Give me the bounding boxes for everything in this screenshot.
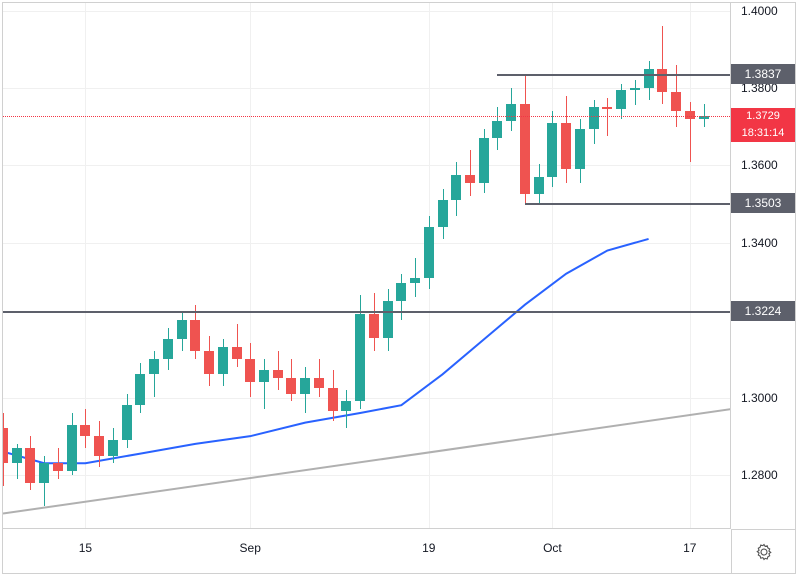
candle-body <box>369 314 379 337</box>
y-tick-label: 1.2800 <box>741 468 778 482</box>
candle-body <box>616 90 626 109</box>
x-tick-label: Oct <box>543 541 562 555</box>
level-label: 1.3837 <box>731 64 795 84</box>
candle-body <box>259 370 269 382</box>
candle-body <box>12 448 22 463</box>
candle-body <box>245 359 255 382</box>
chart-frame: 1.40001.38001.36001.34001.32241.30001.28… <box>2 2 796 574</box>
candle-body <box>520 104 530 195</box>
candle-body <box>492 121 502 138</box>
current-price-line <box>3 116 730 117</box>
grid-line-v <box>552 3 553 528</box>
y-tick-label: 1.3600 <box>741 158 778 172</box>
x-tick-label: 17 <box>683 541 696 555</box>
candle-wick <box>264 359 265 409</box>
candle-body <box>561 123 571 169</box>
candle-body <box>177 320 187 339</box>
candle-body <box>218 347 228 374</box>
candle-body <box>424 227 434 277</box>
candle-body <box>204 351 214 374</box>
plot-area[interactable] <box>3 3 731 529</box>
candle-body <box>465 175 475 183</box>
level-label: 1.3224 <box>731 301 795 321</box>
x-tick-label: 15 <box>79 541 92 555</box>
candle-body <box>438 200 448 227</box>
grid-line-v <box>85 3 86 528</box>
current-price: 1.3729 <box>731 108 795 125</box>
candle-body <box>575 129 585 170</box>
horizontal-level <box>525 203 731 205</box>
grid-line-v <box>690 3 691 528</box>
candle-body <box>286 378 296 393</box>
candle-body <box>671 92 681 111</box>
x-tick-label: 19 <box>422 541 435 555</box>
candle-body <box>135 374 145 405</box>
candle-body <box>232 347 242 359</box>
candle-body <box>383 301 393 338</box>
candle-body <box>300 378 310 393</box>
level-label: 1.3503 <box>731 193 795 213</box>
candle-body <box>3 428 8 463</box>
y-axis[interactable]: 1.40001.38001.36001.34001.32241.30001.28… <box>731 3 795 529</box>
candle-body <box>396 283 406 300</box>
candle-wick <box>607 98 608 137</box>
candle-body <box>547 123 557 177</box>
settings-button[interactable] <box>731 529 795 573</box>
grid-line-h <box>3 165 730 166</box>
grid-line-h <box>3 475 730 476</box>
x-axis[interactable]: 15 Sep 19 Oct 17 <box>3 529 731 573</box>
candle-body <box>80 425 90 437</box>
candle-body <box>39 463 49 482</box>
candle-body <box>602 107 612 109</box>
countdown: 18:31:14 <box>731 125 795 142</box>
candle-body <box>589 107 599 128</box>
candle-body <box>355 314 365 401</box>
candle-body <box>410 278 420 284</box>
grid-line-h <box>3 243 730 244</box>
candle-body <box>314 378 324 388</box>
candle-body <box>108 440 118 455</box>
candle-wick <box>470 150 471 196</box>
gear-icon <box>755 543 773 561</box>
candle-body <box>506 104 516 121</box>
candle-body <box>630 88 640 90</box>
y-tick-label: 1.4000 <box>741 4 778 18</box>
candle-body <box>451 175 461 200</box>
candle-body <box>534 177 544 194</box>
horizontal-level <box>3 311 730 313</box>
candle-body <box>149 359 159 374</box>
candle-body <box>657 69 667 92</box>
candle-body <box>67 425 77 471</box>
price-marker: 1.372918:31:14 <box>731 108 795 142</box>
x-tick-label: Sep <box>240 541 261 555</box>
candle-body <box>479 138 489 182</box>
candle-body <box>122 405 132 440</box>
candle-body <box>341 401 351 411</box>
horizontal-level <box>497 74 731 76</box>
grid-line-h <box>3 398 730 399</box>
candle-body <box>53 463 63 471</box>
candle-body <box>94 436 104 455</box>
candle-wick <box>237 324 238 367</box>
y-tick-label: 1.3400 <box>741 236 778 250</box>
candle-body <box>273 370 283 378</box>
candle-body <box>328 388 338 411</box>
y-tick-label: 1.3000 <box>741 391 778 405</box>
candle-body <box>25 448 35 483</box>
candle-body <box>190 320 200 351</box>
grid-line-h <box>3 11 730 12</box>
candle-body <box>644 69 654 88</box>
candle-wick <box>635 80 636 105</box>
grid-line-v <box>250 3 251 528</box>
candle-body <box>163 339 173 358</box>
